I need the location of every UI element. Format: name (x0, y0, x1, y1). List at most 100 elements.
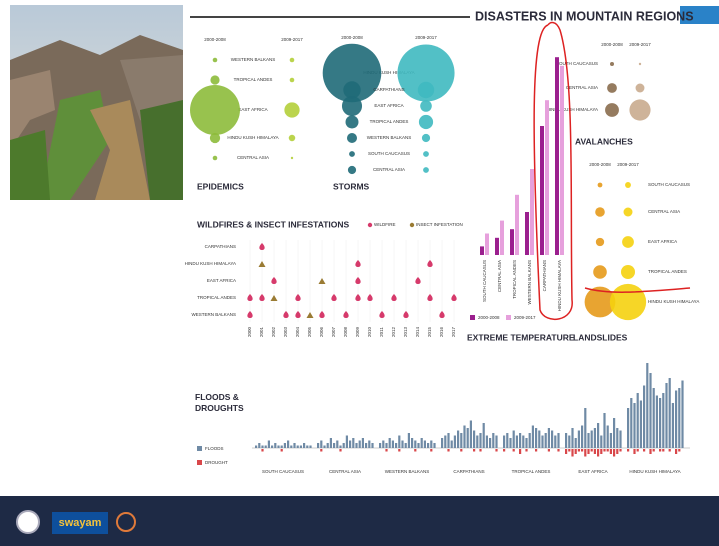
flood-bar (258, 443, 260, 448)
drought-bar (591, 449, 593, 452)
region-label: SOUTH CAUCASUS (262, 469, 304, 474)
flood-bar (349, 441, 351, 449)
drought-bar (594, 449, 596, 454)
bubble (284, 102, 299, 117)
section-title: FLOODS & DROUGHTS (195, 392, 239, 414)
flood-bar (398, 436, 400, 449)
flood-bar (495, 436, 497, 449)
drought-bar (473, 449, 475, 452)
region-label: SOUTH CAUCASUS (482, 260, 487, 302)
region-label: TROPICAL ANDES (370, 119, 409, 124)
flood-bar (678, 388, 680, 448)
drought-bar (616, 449, 618, 454)
wildfire-marker (355, 277, 360, 284)
region-label: CENTRAL ASIA (497, 260, 502, 292)
year-label: 2006 (319, 326, 324, 337)
bubble (596, 238, 604, 246)
region-label: EAST AFRICA (238, 107, 267, 112)
year-label: 2004 (295, 326, 300, 337)
section-title: EXTREME TEMPERATURE (467, 332, 575, 342)
year-label: 2001 (259, 326, 264, 337)
flood-bar (463, 426, 465, 449)
flood-bar (424, 441, 426, 449)
bar (485, 234, 489, 256)
wildfire-marker (259, 294, 264, 301)
bubble (598, 183, 603, 188)
flood-bar (529, 433, 531, 448)
drought-bar (607, 449, 609, 452)
year-label: 2003 (283, 326, 288, 337)
bubble (346, 116, 359, 129)
drought-bar (339, 449, 341, 452)
bubble (349, 151, 355, 157)
flood-bar (317, 443, 319, 448)
period-label: 2009-2017 (617, 162, 639, 167)
flood-bar (532, 426, 534, 449)
region-label: HINDU KUSH HIMALAYA (185, 261, 236, 266)
region-label: SOUTH CAUCASUS (368, 151, 410, 156)
flood-bar (303, 443, 305, 448)
flood-bar (551, 431, 553, 449)
drought-bar (603, 449, 605, 452)
flood-bar (287, 441, 289, 449)
bubble (210, 75, 219, 84)
flood-bar (277, 446, 279, 449)
page: {"header":{"title":"DISASTERS IN MOUNTAI… (0, 0, 719, 546)
flood-bar (675, 391, 677, 449)
region-label: HINDU KUSH HIMALAYA (227, 135, 278, 140)
wildfire-marker (247, 294, 252, 301)
drought-bar (385, 449, 387, 452)
flood-bar (522, 436, 524, 449)
bubble (621, 265, 635, 279)
bubble (639, 63, 641, 65)
bubble (422, 134, 430, 142)
bar (525, 212, 529, 255)
region-label: WESTERN BALKANS (367, 135, 412, 140)
flood-bar (613, 418, 615, 448)
bubble (289, 135, 296, 142)
flood-bar (433, 443, 435, 448)
region-label: EAST AFRICA (207, 278, 236, 283)
bubble (624, 208, 633, 217)
year-label: 2015 (427, 326, 432, 337)
bubble (610, 62, 614, 66)
drought-bar (261, 449, 263, 452)
bubble (291, 157, 293, 159)
bubble (419, 115, 433, 129)
flood-bar (268, 441, 270, 449)
flood-bar (271, 446, 273, 449)
period-label: 2009-2017 (281, 37, 303, 42)
bar (540, 126, 544, 255)
flood-bar (662, 393, 664, 448)
flood-bar (640, 401, 642, 449)
bubble (348, 166, 356, 174)
logo (17, 511, 39, 533)
drought-bar (535, 449, 537, 452)
flood-bar (492, 433, 494, 448)
bubble (347, 133, 357, 143)
bar (515, 195, 519, 255)
drought-bar (637, 449, 639, 452)
flood-bar (411, 438, 413, 448)
flood-bar (581, 426, 583, 449)
legend-label: 2000-2008 (478, 315, 500, 320)
flood-bar (427, 443, 429, 448)
flood-bar (444, 436, 446, 449)
flood-bar (457, 431, 459, 449)
drought-bar (568, 449, 570, 452)
wildfire-marker (403, 311, 408, 318)
infographic: EPIDEMICS2000-20082009-2017WESTERN BALKA… (185, 35, 700, 474)
flood-bar (568, 436, 570, 449)
flood-bar (382, 441, 384, 449)
wildfire-marker (271, 277, 276, 284)
drought-bar (281, 449, 283, 452)
region-label: WESTERN BALKANS (191, 312, 236, 317)
region-label: CARPATHIANS (453, 469, 484, 474)
bubble (213, 58, 218, 63)
region-label: WESTERN BALKANS (231, 57, 276, 62)
flood-bar (656, 396, 658, 449)
flood-bar (297, 446, 299, 449)
flood-bar (607, 426, 609, 449)
legend-swatch (410, 223, 414, 227)
flood-bar (441, 438, 443, 448)
